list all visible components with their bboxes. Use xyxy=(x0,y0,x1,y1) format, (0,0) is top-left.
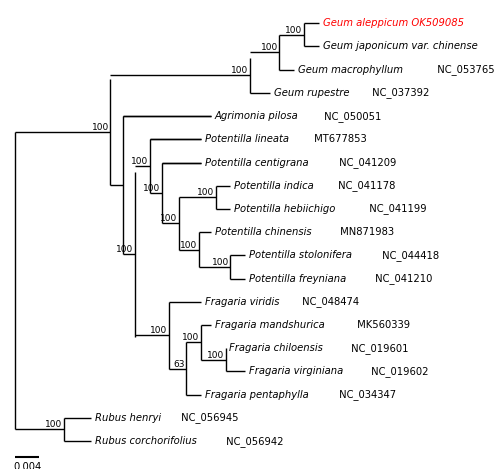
Text: Fragaria mandshurica: Fragaria mandshurica xyxy=(214,320,324,330)
Text: 63: 63 xyxy=(174,360,185,369)
Text: 100: 100 xyxy=(131,157,148,166)
Text: 100: 100 xyxy=(260,43,278,52)
Text: Fragaria virginiana: Fragaria virginiana xyxy=(249,366,344,377)
Text: Potentilla hebiichigo: Potentilla hebiichigo xyxy=(234,204,336,214)
Text: 100: 100 xyxy=(116,245,134,254)
Text: NC_034347: NC_034347 xyxy=(336,389,396,400)
Text: 100: 100 xyxy=(232,67,248,76)
Text: Agrimonia pilosa: Agrimonia pilosa xyxy=(214,111,298,121)
Text: 0.004: 0.004 xyxy=(13,461,41,469)
Text: NC_056942: NC_056942 xyxy=(224,436,284,446)
Text: 100: 100 xyxy=(207,351,224,360)
Text: NC_041199: NC_041199 xyxy=(362,204,426,214)
Text: NC_048474: NC_048474 xyxy=(299,296,360,307)
Text: NC_041209: NC_041209 xyxy=(336,157,396,168)
Text: Potentilla freyniana: Potentilla freyniana xyxy=(249,273,346,284)
Text: Rubus henryi: Rubus henryi xyxy=(94,413,161,423)
Text: Geum rupestre: Geum rupestre xyxy=(274,88,349,98)
Text: NC_019601: NC_019601 xyxy=(348,343,408,354)
Text: MK560339: MK560339 xyxy=(354,320,410,330)
Text: Fragaria viridis: Fragaria viridis xyxy=(205,297,280,307)
Text: 100: 100 xyxy=(150,326,168,335)
Text: 100: 100 xyxy=(92,123,109,132)
Text: 100: 100 xyxy=(182,333,200,342)
Text: Potentilla centigrana: Potentilla centigrana xyxy=(205,158,308,167)
Text: Potentilla indica: Potentilla indica xyxy=(234,181,314,191)
Text: Geum japonicum var. chinense: Geum japonicum var. chinense xyxy=(322,41,478,52)
Text: NC_056945: NC_056945 xyxy=(178,412,239,424)
Text: 100: 100 xyxy=(180,241,197,250)
Text: NC_041178: NC_041178 xyxy=(335,180,396,191)
Text: 100: 100 xyxy=(143,184,160,193)
Text: Potentilla stolonifera: Potentilla stolonifera xyxy=(249,250,352,260)
Text: 100: 100 xyxy=(285,26,302,35)
Text: NC_041210: NC_041210 xyxy=(372,273,432,284)
Text: 100: 100 xyxy=(45,421,62,430)
Text: NC_037392: NC_037392 xyxy=(369,87,430,98)
Text: Geum aleppicum OK509085: Geum aleppicum OK509085 xyxy=(322,18,464,28)
Text: MT677853: MT677853 xyxy=(311,134,367,144)
Text: Potentilla chinensis: Potentilla chinensis xyxy=(214,227,312,237)
Text: NC_019602: NC_019602 xyxy=(368,366,428,377)
Text: Fragaria pentaphylla: Fragaria pentaphylla xyxy=(205,390,308,400)
Text: Rubus corchorifolius: Rubus corchorifolius xyxy=(94,436,196,446)
Text: NC_053765: NC_053765 xyxy=(431,64,494,75)
Text: Geum macrophyllum: Geum macrophyllum xyxy=(298,65,403,75)
Text: 100: 100 xyxy=(197,189,214,197)
Text: 100: 100 xyxy=(212,258,229,267)
Text: NC_044418: NC_044418 xyxy=(380,250,440,261)
Text: Potentilla lineata: Potentilla lineata xyxy=(205,134,289,144)
Text: MN871983: MN871983 xyxy=(337,227,394,237)
Text: Fragaria chiloensis: Fragaria chiloensis xyxy=(230,343,324,353)
Text: NC_050051: NC_050051 xyxy=(320,111,381,121)
Text: 100: 100 xyxy=(160,214,178,223)
